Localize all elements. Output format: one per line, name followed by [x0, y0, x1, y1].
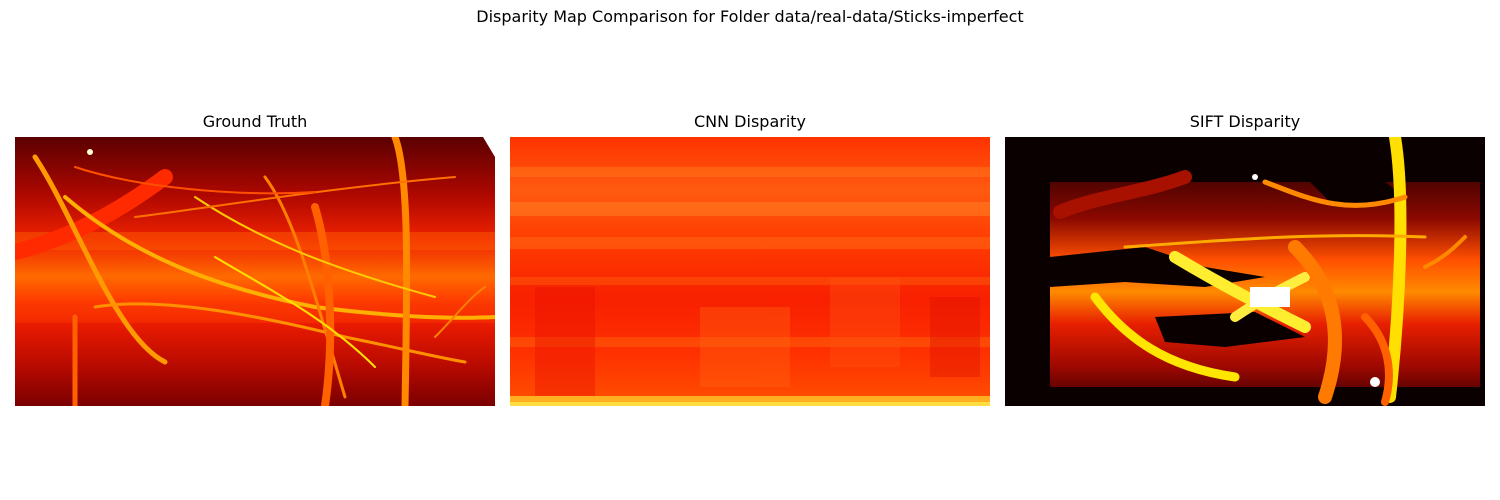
- cnn-disparity-title: CNN Disparity: [693, 112, 807, 131]
- ground-truth-title: Ground Truth: [202, 112, 308, 131]
- cnn-disparity-image: [510, 137, 990, 406]
- ground-truth-disparity-image: [15, 137, 495, 406]
- sift-disparity-title: SIFT Disparity: [1189, 112, 1301, 131]
- figure-title: Disparity Map Comparison for Folder data…: [476, 7, 1024, 26]
- sift-disparity-image: [1005, 137, 1485, 406]
